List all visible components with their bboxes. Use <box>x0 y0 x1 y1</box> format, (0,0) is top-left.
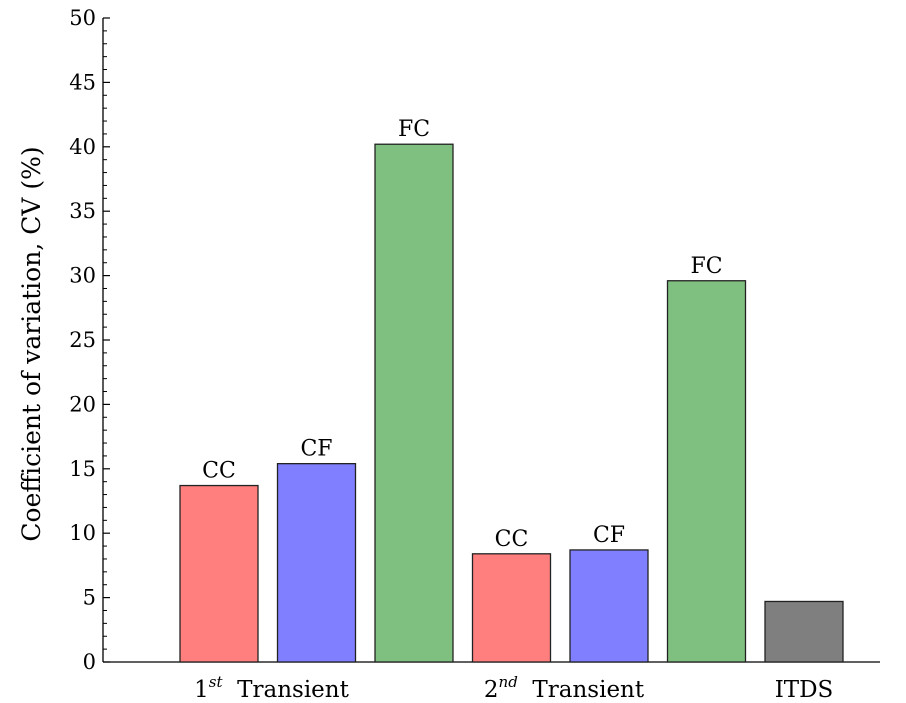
bar <box>569 549 649 663</box>
bar-data-label: CF <box>300 437 332 462</box>
bar-data-label: FC <box>398 117 430 142</box>
bars <box>179 143 844 663</box>
y-tick-label: 25 <box>69 328 96 352</box>
y-tick-label: 0 <box>83 650 96 674</box>
y-axis: 0 5 10 15 20 25 30 35 40 45 50 <box>69 6 880 674</box>
bar-data-label: CC <box>495 527 529 552</box>
x-group-labels: 1st Transient 2nd Transient ITDS <box>194 673 833 703</box>
bar <box>276 462 357 663</box>
bar <box>179 484 259 663</box>
x-group-label: 1st Transient <box>194 673 349 703</box>
y-tick-label: 5 <box>83 586 96 610</box>
y-axis-label: Coefficient of variation, CV (%) <box>17 146 46 541</box>
bar <box>764 600 844 663</box>
bar-data-label: FC <box>690 254 722 279</box>
x-group-label: 2nd Transient <box>484 673 645 703</box>
y-tick-label: 35 <box>69 199 96 223</box>
y-tick-label: 45 <box>69 70 96 94</box>
y-tick-label: 10 <box>69 521 96 545</box>
y-tick-label: 15 <box>69 457 96 481</box>
y-tick-label: 20 <box>69 392 96 416</box>
x-group-label: ITDS <box>775 677 834 703</box>
bar-data-label: CF <box>593 523 625 548</box>
y-tick-label: 40 <box>69 135 96 159</box>
bar-labels: CC CF FC CC CF FC <box>202 117 722 552</box>
bar-data-label: CC <box>202 459 236 484</box>
bar <box>471 553 552 663</box>
bar <box>666 280 747 663</box>
bar <box>374 143 454 663</box>
y-tick-label: 50 <box>69 6 96 30</box>
y-tick-label: 30 <box>69 264 96 288</box>
